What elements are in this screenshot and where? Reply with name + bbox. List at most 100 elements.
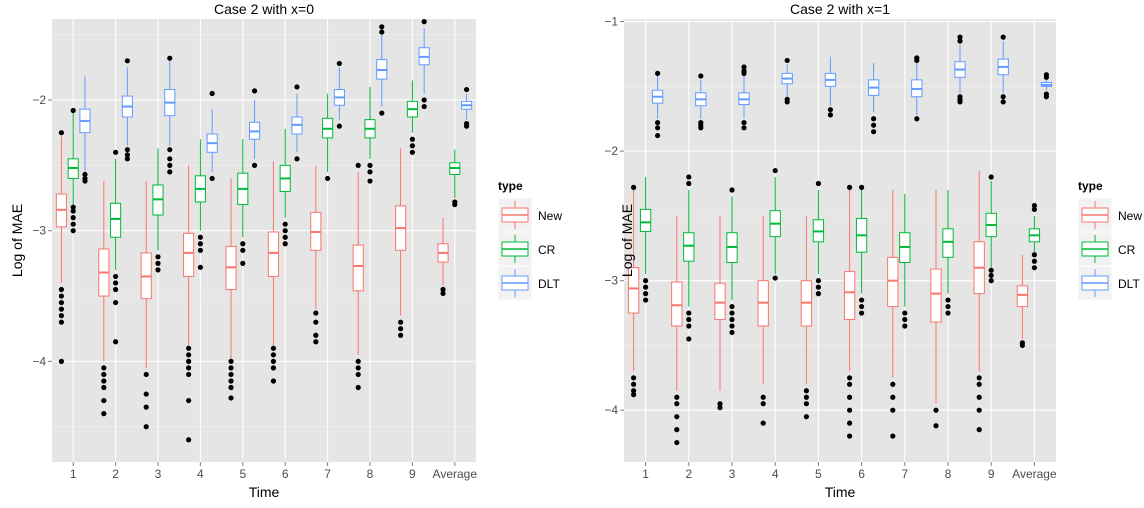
outlier-point [803, 414, 810, 420]
outlier-point [957, 99, 963, 105]
outlier-point [784, 57, 790, 64]
x-tick-label: 3 [729, 467, 736, 481]
outlier-point [741, 120, 747, 126]
outlier-point [1000, 34, 1006, 40]
outlier-point [197, 241, 203, 247]
outlier-point [186, 352, 192, 358]
box-body [671, 281, 683, 327]
outlier-point [113, 149, 119, 155]
box-CR-2 [110, 149, 122, 345]
outlier-point [379, 110, 385, 116]
box-New-Average [437, 217, 449, 297]
box-body [183, 232, 195, 277]
outlier-point [976, 394, 982, 400]
box-body [683, 232, 695, 262]
outlier-point [729, 316, 735, 323]
outlier-point [933, 423, 939, 429]
x-tick-label: 6 [858, 467, 865, 481]
outlier-point [871, 116, 877, 122]
outlier-point [686, 316, 692, 323]
y-tick-label: −1 [604, 15, 618, 29]
outlier-point [1031, 206, 1037, 213]
box-body [942, 228, 954, 258]
box-CR-1 [67, 107, 79, 234]
outlier-point [186, 397, 192, 404]
outlier-point [282, 228, 288, 234]
outlier-point [113, 273, 119, 280]
outlier-point [674, 427, 680, 433]
box-New-1 [627, 184, 640, 398]
outlier-point [155, 260, 161, 266]
box-DLT-4 [206, 90, 218, 182]
outlier-point [631, 381, 637, 387]
box-New-8 [352, 162, 364, 391]
outlier-point [674, 439, 680, 446]
outlier-point [313, 332, 319, 338]
box-CR-9 [985, 174, 997, 284]
outlier-point [113, 280, 119, 286]
outlier-point [1019, 342, 1025, 349]
outlier-point [760, 401, 766, 407]
outlier-point [58, 130, 65, 136]
box-CR-2 [683, 174, 695, 342]
box-DLT-1 [79, 76, 91, 184]
outlier-point [228, 371, 234, 378]
outlier-point [847, 381, 853, 387]
outlier-point [101, 397, 107, 404]
box-DLT-Average [461, 86, 473, 129]
legend-key-DLT [1077, 265, 1113, 301]
outlier-point [1000, 99, 1006, 105]
outlier-point [729, 303, 735, 310]
outlier-point [440, 290, 446, 297]
outlier-point [58, 299, 65, 306]
outlier-point [186, 365, 192, 371]
outlier-point [976, 381, 982, 387]
box-CR-Average [1028, 202, 1041, 271]
outlier-point [698, 125, 704, 131]
outlier-point [294, 84, 300, 90]
box-DLT-3 [164, 55, 176, 175]
outlier-point [113, 299, 119, 306]
box-New-6 [267, 161, 279, 384]
outlier-point [655, 70, 661, 77]
outlier-point [82, 171, 88, 178]
outlier-point [945, 303, 951, 310]
outlier-point [167, 147, 173, 153]
outlier-point [143, 424, 149, 430]
outlier-point [270, 358, 277, 364]
box-CR-4 [194, 139, 206, 270]
box-DLT-5 [249, 88, 261, 168]
x-tick-label: 9 [988, 467, 995, 481]
box-New-3 [140, 181, 152, 430]
outlier-point [772, 167, 778, 174]
outlier-point [336, 60, 342, 67]
outlier-point [355, 365, 361, 371]
legend: type New CR DLT [1077, 179, 1142, 301]
outlier-point [240, 247, 246, 253]
outlier-point [124, 58, 130, 64]
outlier-point [398, 332, 404, 338]
outlier-point [847, 375, 853, 381]
box-DLT-7 [333, 60, 345, 129]
box-CR-5 [237, 139, 249, 266]
outlier-point [209, 175, 215, 182]
outlier-point [631, 184, 637, 190]
outlier-point [282, 241, 288, 247]
plot-panel-1: −4 −3 −2 1 2 3 4 5 6 7 8 9 Average Case 2 with x=0 Tim… [9, 1, 562, 500]
box-New-5 [225, 178, 237, 401]
outlier-point [686, 323, 692, 329]
outlier-point [379, 29, 385, 35]
outlier-point [803, 401, 810, 407]
outlier-point [251, 88, 258, 94]
box-DLT-9 [418, 19, 430, 110]
box-body [714, 282, 726, 321]
box-New-2 [671, 215, 683, 446]
outlier-point [847, 420, 853, 426]
box-DLT-6 [867, 63, 880, 135]
outlier-point [70, 208, 76, 214]
outlier-point [313, 310, 319, 316]
outlier-point [988, 267, 994, 273]
outlier-point [58, 306, 65, 312]
box-CR-1 [639, 177, 652, 303]
